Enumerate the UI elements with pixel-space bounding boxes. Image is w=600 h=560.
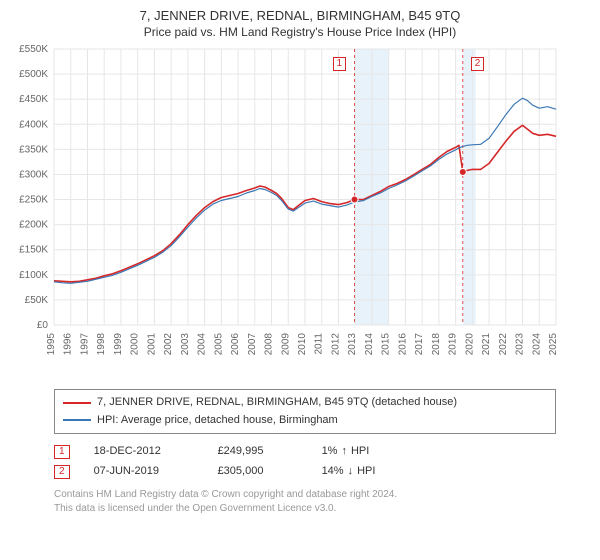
copyright: Contains HM Land Registry data © Crown c…: [54, 488, 556, 516]
svg-text:2004: 2004: [197, 333, 208, 356]
marker-row-1: 1 18-DEC-2012 £249,995 1% ↑ HPI: [54, 442, 556, 462]
legend-label-hpi: HPI: Average price, detached house, Birm…: [97, 412, 338, 430]
svg-text:2018: 2018: [431, 333, 442, 356]
svg-text:2017: 2017: [414, 333, 425, 356]
chart-header: 7, JENNER DRIVE, REDNAL, BIRMINGHAM, B45…: [0, 0, 600, 43]
marker-row-2: 2 07-JUN-2019 £305,000 14% ↓ HPI: [54, 462, 556, 482]
svg-text:1995: 1995: [46, 333, 57, 356]
svg-text:2021: 2021: [481, 333, 492, 356]
svg-text:£200K: £200K: [19, 220, 48, 231]
svg-text:£0: £0: [37, 320, 49, 331]
svg-text:2013: 2013: [347, 333, 358, 356]
svg-text:2000: 2000: [130, 333, 141, 356]
svg-text:2015: 2015: [381, 333, 392, 356]
svg-text:2001: 2001: [146, 333, 157, 356]
svg-text:2024: 2024: [531, 333, 542, 356]
arrow-down-icon: ↓: [348, 462, 354, 482]
svg-text:£500K: £500K: [19, 69, 48, 80]
legend: 7, JENNER DRIVE, REDNAL, BIRMINGHAM, B45…: [54, 389, 556, 434]
marker-badge-1: 1: [54, 445, 70, 459]
chart-title: 7, JENNER DRIVE, REDNAL, BIRMINGHAM, B45…: [10, 8, 590, 23]
svg-text:£250K: £250K: [19, 195, 48, 206]
svg-text:£350K: £350K: [19, 144, 48, 155]
svg-text:2009: 2009: [280, 333, 291, 356]
legend-swatch-hpi: [63, 419, 91, 421]
svg-text:£100K: £100K: [19, 270, 48, 281]
marker-diff-1: 1% ↑ HPI: [322, 442, 422, 462]
svg-text:£400K: £400K: [19, 119, 48, 130]
marker-badge-2: 2: [54, 465, 70, 479]
svg-text:£300K: £300K: [19, 169, 48, 180]
svg-text:2007: 2007: [247, 333, 258, 356]
price-chart: £0 £50K £100K £150K £200K £250K £300K £350K £400…: [0, 43, 600, 383]
svg-text:2012: 2012: [330, 333, 341, 356]
marker-date-1: 18-DEC-2012: [94, 442, 194, 462]
legend-item-property: 7, JENNER DRIVE, REDNAL, BIRMINGHAM, B45…: [63, 394, 547, 412]
copyright-line-2: This data is licensed under the Open Gov…: [54, 502, 556, 516]
svg-text:2002: 2002: [163, 333, 174, 356]
svg-text:£50K: £50K: [25, 295, 49, 306]
marker-price-2: £305,000: [218, 462, 298, 482]
legend-label-property: 7, JENNER DRIVE, REDNAL, BIRMINGHAM, B45…: [97, 394, 457, 412]
marker-date-2: 07-JUN-2019: [94, 462, 194, 482]
chart-marker-1: 1: [333, 57, 347, 71]
svg-text:2010: 2010: [297, 333, 308, 356]
chart-marker-2: 2: [471, 57, 485, 71]
svg-text:£150K: £150K: [19, 245, 48, 256]
marker-diff-2: 14% ↓ HPI: [322, 462, 422, 482]
svg-text:2022: 2022: [498, 333, 509, 356]
svg-text:2014: 2014: [364, 333, 375, 356]
chart-svg: £0 £50K £100K £150K £200K £250K £300K £350K £400…: [0, 43, 600, 383]
marker-table: 1 18-DEC-2012 £249,995 1% ↑ HPI 2 07-JUN…: [54, 442, 556, 482]
svg-text:2023: 2023: [515, 333, 526, 356]
svg-text:2003: 2003: [180, 333, 191, 356]
marker-price-1: £249,995: [218, 442, 298, 462]
svg-text:£550K: £550K: [19, 44, 48, 55]
legend-item-hpi: HPI: Average price, detached house, Birm…: [63, 412, 547, 430]
svg-text:1997: 1997: [79, 333, 90, 356]
svg-text:2008: 2008: [264, 333, 275, 356]
svg-text:1998: 1998: [96, 333, 107, 356]
svg-text:1999: 1999: [113, 333, 124, 356]
svg-text:2016: 2016: [397, 333, 408, 356]
svg-text:2025: 2025: [548, 333, 559, 356]
legend-swatch-property: [63, 402, 91, 404]
svg-text:1996: 1996: [63, 333, 74, 356]
svg-text:2005: 2005: [213, 333, 224, 356]
copyright-line-1: Contains HM Land Registry data © Crown c…: [54, 488, 556, 502]
chart-subtitle: Price paid vs. HM Land Registry's House …: [10, 25, 590, 39]
arrow-up-icon: ↑: [341, 442, 347, 462]
svg-text:2011: 2011: [314, 333, 325, 355]
svg-text:2020: 2020: [464, 333, 475, 356]
svg-text:2019: 2019: [448, 333, 459, 356]
svg-text:2006: 2006: [230, 333, 241, 356]
svg-text:£450K: £450K: [19, 94, 48, 105]
